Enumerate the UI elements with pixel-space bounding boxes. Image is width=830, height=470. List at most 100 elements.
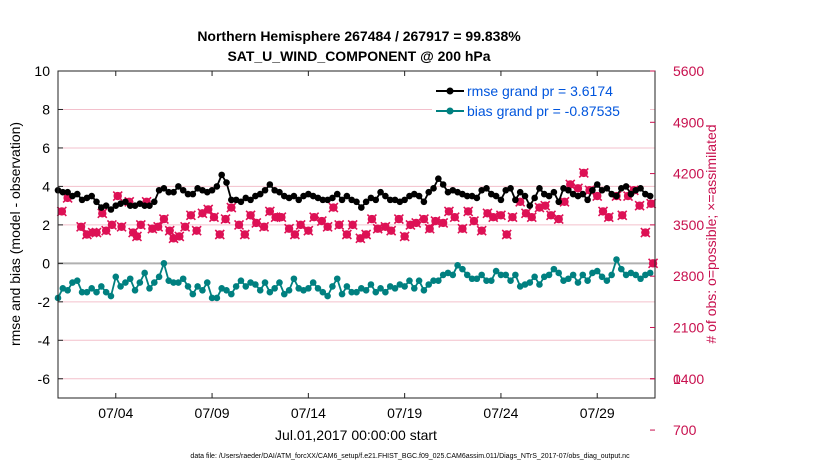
obs-count-marker (648, 258, 659, 269)
obs-count-marker (424, 223, 435, 234)
obs-count-marker (174, 231, 185, 242)
obs-count-markers (56, 167, 659, 269)
obs-count-cross (334, 219, 345, 230)
obs-count-marker (418, 214, 429, 225)
y-tick-label: 4 (42, 178, 50, 194)
obs-count-marker (411, 217, 422, 229)
bias-point (646, 269, 654, 277)
rmse-point (483, 185, 490, 192)
obs-count-cross (366, 214, 377, 225)
rmse-point (122, 198, 129, 206)
bias-point (242, 283, 250, 290)
bias-point (228, 290, 235, 298)
obs-count-cross (540, 200, 551, 211)
obs-count-cross (648, 258, 659, 269)
obs-count-cross (559, 196, 570, 207)
bias-point (290, 275, 298, 283)
obs-count-marker (76, 221, 87, 232)
y-right-tick-label: 700 (673, 422, 697, 438)
rmse-point (497, 196, 505, 204)
obs-count-marker (386, 225, 397, 236)
x-axis-label: Jul.01,2017 00:00:00 start (275, 427, 437, 443)
bias-point (155, 273, 163, 281)
obs-count-marker (430, 215, 441, 227)
bias-point (579, 271, 587, 279)
legend-marker-bias (446, 107, 454, 115)
obs-count-cross (424, 223, 435, 234)
y-right-tick-label: 2100 (673, 319, 704, 335)
bias-point (348, 288, 355, 296)
bias-point (223, 286, 230, 294)
bias-point (276, 279, 283, 286)
bias-point (261, 279, 269, 286)
rmse-point (170, 188, 177, 196)
rmse-point (276, 188, 283, 196)
y-right-tick-label: 3500 (673, 217, 704, 233)
bias-point (199, 286, 206, 294)
obs-count-cross (112, 190, 123, 202)
bias-point (391, 285, 399, 292)
obs-count-cross (634, 200, 645, 211)
obs-count-cross (76, 221, 87, 232)
obs-count-cross (430, 215, 441, 227)
rmse-point (430, 185, 437, 192)
obs-count-marker (180, 221, 191, 232)
bias-point (305, 285, 312, 292)
bias-point (420, 286, 428, 294)
obs-count-marker (559, 196, 570, 207)
bias-point (608, 271, 615, 279)
bias-point (377, 285, 384, 292)
obs-count-cross (309, 212, 320, 223)
bias-point (73, 277, 81, 284)
obs-count-cross (553, 214, 564, 225)
obs-count-marker (309, 212, 320, 223)
obs-count-marker (220, 214, 231, 225)
obs-count-marker (341, 229, 352, 240)
y-tick-label: 8 (42, 101, 50, 117)
obs-count-cross (180, 221, 191, 232)
obs-count-cross (214, 229, 225, 240)
rmse-point (73, 190, 81, 198)
obs-count-cross (220, 214, 231, 225)
bias-point (343, 283, 351, 290)
obs-count-cross (56, 206, 67, 217)
rmse-point (565, 186, 572, 194)
bias-point (93, 288, 100, 296)
bias-point (632, 271, 640, 279)
bias-point (473, 275, 481, 283)
obs-count-marker (501, 229, 512, 240)
obs-count-cross (347, 219, 358, 230)
obs-count-cross (411, 217, 422, 229)
bias-point (170, 279, 177, 286)
obs-count-cross (617, 210, 628, 221)
rmse-point (545, 192, 553, 200)
rmse-point (160, 185, 168, 192)
bias-point (449, 271, 457, 279)
obs-count-marker (526, 212, 537, 223)
bias-point (565, 275, 572, 283)
bias-point (232, 283, 240, 290)
obs-count-cross (372, 223, 383, 234)
bias-point (454, 261, 461, 269)
bias-point (497, 271, 505, 279)
obs-count-marker (208, 212, 220, 223)
obs-count-marker (438, 217, 449, 229)
obs-count-cross (239, 229, 250, 240)
rmse-point (358, 204, 365, 211)
bias-point (83, 288, 91, 296)
obs-count-cross (91, 227, 102, 238)
rmse-point (146, 202, 153, 209)
bias-point (333, 275, 341, 283)
rmse-point (126, 202, 134, 209)
bias-point (329, 283, 336, 290)
footer-data-file: data file: /Users/raeder/DAI/ATM_forcXX/… (190, 453, 630, 460)
obs-count-cross (116, 221, 127, 232)
y-right-tick-label: 0 (673, 371, 681, 387)
bias-point (309, 279, 317, 286)
rmse-point (425, 188, 433, 196)
obs-count-marker (295, 219, 306, 230)
obs-count-cross (501, 229, 512, 240)
chart-subtitle: SAT_U_WIND_COMPONENT @ 200 hPa (227, 48, 490, 64)
rmse-point (516, 188, 524, 196)
bias-point (502, 271, 510, 279)
